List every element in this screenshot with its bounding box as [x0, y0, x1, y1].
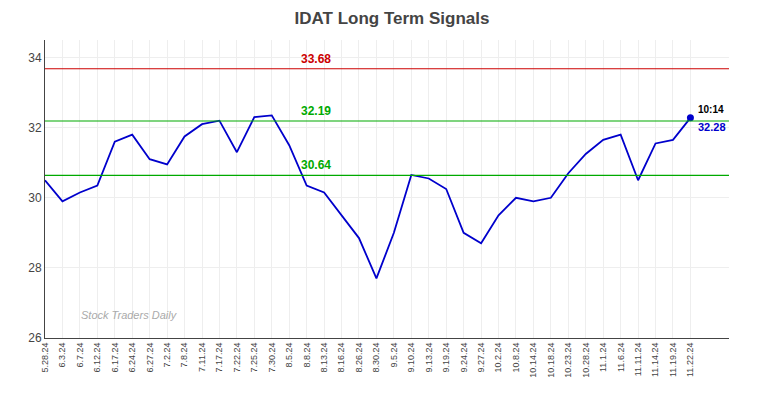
svg-text:7.30.24: 7.30.24	[267, 343, 277, 373]
svg-text:5.28.24: 5.28.24	[40, 343, 50, 373]
svg-text:30: 30	[28, 191, 42, 205]
svg-text:Stock Traders Daily: Stock Traders Daily	[81, 309, 178, 321]
svg-text:34: 34	[28, 51, 42, 65]
svg-text:10.28.24: 10.28.24	[581, 343, 591, 378]
svg-text:6.12.24: 6.12.24	[92, 343, 102, 373]
svg-text:11.22.24: 11.22.24	[685, 343, 695, 377]
svg-text:7.17.24: 7.17.24	[214, 343, 224, 373]
svg-text:9.10.24: 9.10.24	[406, 343, 416, 373]
svg-text:9.13.24: 9.13.24	[424, 343, 434, 373]
svg-text:8.8.24: 8.8.24	[302, 343, 312, 368]
svg-text:6.3.24: 6.3.24	[57, 343, 67, 368]
svg-text:10.8.24: 10.8.24	[511, 343, 521, 373]
svg-text:10.23.24: 10.23.24	[563, 343, 573, 378]
svg-text:9.5.24: 9.5.24	[389, 343, 399, 368]
svg-text:10:14: 10:14	[698, 104, 724, 115]
svg-text:32.28: 32.28	[698, 121, 726, 133]
svg-text:9.19.24: 9.19.24	[441, 343, 451, 373]
svg-text:32.19: 32.19	[301, 104, 331, 118]
svg-text:33.68: 33.68	[301, 52, 331, 66]
svg-text:30.64: 30.64	[301, 158, 331, 172]
svg-text:32: 32	[28, 121, 42, 135]
svg-text:6.7.24: 6.7.24	[75, 343, 85, 368]
svg-text:11.6.24: 11.6.24	[616, 343, 626, 372]
svg-text:6.24.24: 6.24.24	[127, 343, 137, 373]
svg-text:11.1.24: 11.1.24	[598, 343, 608, 372]
svg-text:8.5.24: 8.5.24	[284, 343, 294, 368]
svg-text:7.8.24: 7.8.24	[179, 343, 189, 368]
svg-text:11.19.24: 11.19.24	[668, 343, 678, 377]
svg-text:10.18.24: 10.18.24	[546, 343, 556, 378]
svg-text:28: 28	[28, 261, 42, 275]
svg-text:26: 26	[28, 331, 42, 345]
svg-text:9.27.24: 9.27.24	[476, 343, 486, 373]
svg-text:11.14.24: 11.14.24	[650, 343, 660, 377]
svg-text:11.11.24: 11.11.24	[633, 343, 643, 377]
svg-text:7.25.24: 7.25.24	[249, 343, 259, 373]
svg-text:6.17.24: 6.17.24	[110, 343, 120, 373]
svg-text:10.2.24: 10.2.24	[493, 343, 503, 373]
svg-text:7.11.24: 7.11.24	[197, 343, 207, 372]
svg-text:6.27.24: 6.27.24	[145, 343, 155, 373]
svg-text:8.16.24: 8.16.24	[336, 343, 346, 373]
svg-text:8.13.24: 8.13.24	[319, 343, 329, 373]
svg-text:10.14.24: 10.14.24	[528, 343, 538, 378]
svg-text:8.26.24: 8.26.24	[354, 343, 364, 373]
svg-text:7.22.24: 7.22.24	[232, 343, 242, 373]
svg-text:7.2.24: 7.2.24	[162, 343, 172, 368]
svg-text:IDAT Long Term Signals: IDAT Long Term Signals	[295, 9, 490, 28]
svg-text:8.30.24: 8.30.24	[371, 343, 381, 373]
svg-text:9.24.24: 9.24.24	[459, 343, 469, 373]
